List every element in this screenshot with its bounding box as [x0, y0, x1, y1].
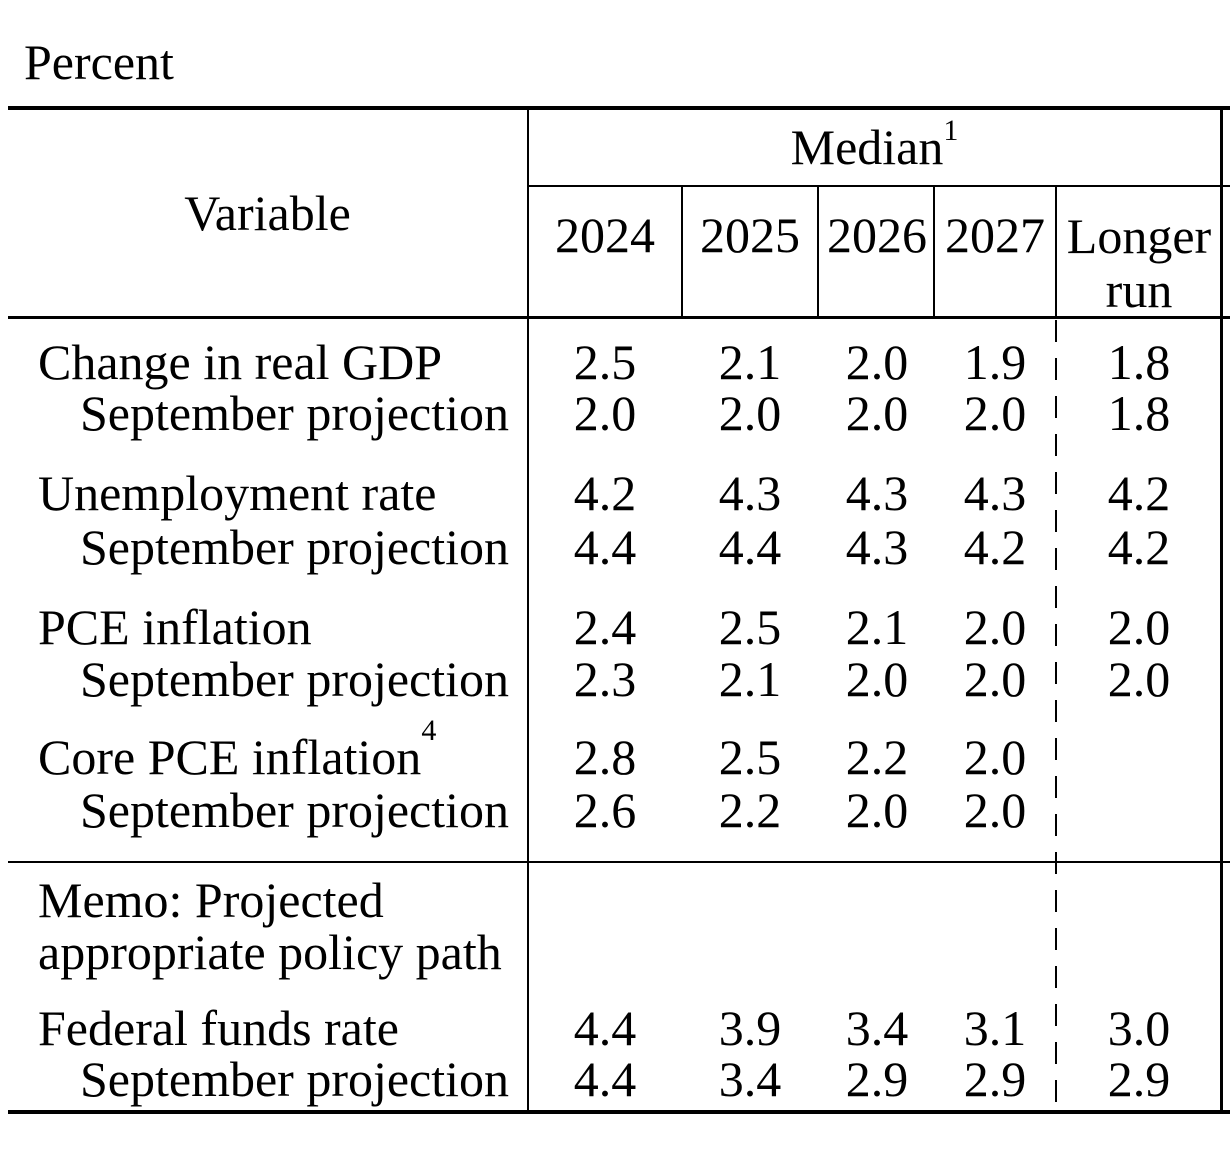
- cell-2024: 2.6: [573, 782, 637, 838]
- row-label: Federal funds rate: [38, 1000, 399, 1056]
- cell-longer-run: 4.2: [1107, 465, 1171, 521]
- table-row-ffr-september: September projection 4.4 3.4 2.9 2.9 2.9: [0, 1053, 1230, 1105]
- bottom-rule: [8, 1110, 1230, 1114]
- cell-2027: 2.0: [963, 599, 1027, 655]
- table-row-gdp-september: September projection 2.0 2.0 2.0 2.0 1.8: [0, 387, 1230, 439]
- cell-2024: 4.2: [573, 465, 637, 521]
- cell-2025: 4.3: [718, 465, 782, 521]
- cell-2026: 4.3: [845, 465, 909, 521]
- table-row-gdp: Change in real GDP 2.5 2.1 2.0 1.9 1.8: [0, 336, 1230, 388]
- cell-2026: 2.0: [845, 385, 909, 441]
- cell-longer-run: 1.8: [1107, 334, 1171, 390]
- cell-2026: 4.3: [845, 519, 909, 575]
- longer-run-dashed-divider: [1055, 320, 1057, 1110]
- top-rule: [8, 106, 1230, 110]
- cell-2025: 3.9: [718, 1000, 782, 1056]
- cell-2024: 4.4: [573, 1000, 637, 1056]
- cell-2024: 2.8: [573, 729, 637, 785]
- column-header-2027: 2027: [945, 207, 1045, 263]
- column-header-longer-run: Longer run: [1058, 209, 1220, 317]
- table-row-pce-september: September projection 2.3 2.1 2.0 2.0 2.0: [0, 653, 1230, 705]
- row-label: September projection: [80, 1051, 510, 1107]
- longer-run-line2: run: [1105, 262, 1173, 318]
- cell-longer-run: 2.0: [1107, 651, 1171, 707]
- row-label: September projection: [80, 782, 510, 838]
- cell-longer-run: 2.9: [1107, 1051, 1171, 1107]
- cell-2027: 2.0: [963, 385, 1027, 441]
- divider-2025-2026: [817, 186, 819, 316]
- units-label: Percent: [24, 34, 174, 90]
- cell-2024: 4.4: [573, 1051, 637, 1107]
- row-label: September projection: [80, 651, 510, 707]
- variable-column-header: Variable: [184, 185, 351, 241]
- cell-2027: 4.2: [963, 519, 1027, 575]
- column-header-2025: 2025: [700, 207, 800, 263]
- table-row-unemployment-september: September projection 4.4 4.4 4.3 4.2 4.2: [0, 521, 1230, 573]
- cell-2027: 3.1: [963, 1000, 1027, 1056]
- variable-column-divider: [527, 106, 529, 1114]
- cell-2026: 2.0: [845, 651, 909, 707]
- memo-heading-line1: Memo: Projected: [38, 872, 384, 928]
- table-row-core-pce-september: September projection 2.6 2.2 2.0 2.0: [0, 784, 1230, 836]
- cell-2025: 2.1: [718, 334, 782, 390]
- row-label-text: Core PCE inflation: [38, 729, 422, 785]
- cell-2026: 2.1: [845, 599, 909, 655]
- cell-2025: 3.4: [718, 1051, 782, 1107]
- column-header-2024: 2024: [555, 207, 655, 263]
- cell-2027: 2.0: [963, 729, 1027, 785]
- table-row-federal-funds-rate: Federal funds rate 4.4 3.9 3.4 3.1 3.0: [0, 1002, 1230, 1054]
- core-pce-footnote-marker: 4: [421, 714, 437, 748]
- cell-2026: 2.0: [845, 782, 909, 838]
- right-edge-divider: [1220, 106, 1223, 1114]
- cell-2027: 1.9: [963, 334, 1027, 390]
- cell-2024: 2.4: [573, 599, 637, 655]
- memo-heading-line2: appropriate policy path: [38, 924, 502, 980]
- column-header-2026: 2026: [827, 207, 927, 263]
- cell-2025: 4.4: [718, 519, 782, 575]
- table-row-pce-inflation: PCE inflation 2.4 2.5 2.1 2.0 2.0: [0, 601, 1230, 653]
- cell-longer-run: 3.0: [1107, 1000, 1171, 1056]
- cell-2026: 2.9: [845, 1051, 909, 1107]
- median-group-header: Median 1: [790, 114, 959, 176]
- divider-2026-2027: [933, 186, 935, 316]
- cell-2026: 3.4: [845, 1000, 909, 1056]
- row-label: Change in real GDP: [38, 334, 443, 390]
- cell-2024: 2.5: [573, 334, 637, 390]
- table-row-unemployment: Unemployment rate 4.2 4.3 4.3 4.3 4.2: [0, 467, 1230, 519]
- longer-run-line1: Longer: [1066, 208, 1212, 264]
- cell-longer-run: 1.8: [1107, 385, 1171, 441]
- header-bottom-rule: [8, 316, 1230, 319]
- cell-2026: 2.0: [845, 334, 909, 390]
- cell-2024: 4.4: [573, 519, 637, 575]
- row-label: PCE inflation: [38, 599, 312, 655]
- cell-longer-run: 2.0: [1107, 599, 1171, 655]
- cell-2025: 2.0: [718, 385, 782, 441]
- divider-2024-2025: [681, 186, 683, 316]
- divider-2027-longerrun-header: [1055, 186, 1057, 316]
- cell-2027: 2.0: [963, 651, 1027, 707]
- cell-2027: 2.9: [963, 1051, 1027, 1107]
- row-label: September projection: [80, 385, 510, 441]
- median-label: Median: [790, 119, 944, 175]
- row-label: September projection: [80, 519, 510, 575]
- cell-2025: 2.5: [718, 729, 782, 785]
- cell-2024: 2.3: [573, 651, 637, 707]
- table-row-core-pce: Core PCE inflation4 2.8 2.5 2.2 2.0: [0, 716, 1230, 785]
- cell-2024: 2.0: [573, 385, 637, 441]
- cell-2026: 2.2: [845, 729, 909, 785]
- memo-separator-rule: [8, 861, 1230, 863]
- cell-2027: 2.0: [963, 782, 1027, 838]
- cell-2025: 2.1: [718, 651, 782, 707]
- cell-2025: 2.2: [718, 782, 782, 838]
- row-label: Unemployment rate: [38, 465, 437, 521]
- median-underline: [527, 185, 1230, 187]
- cell-2025: 2.5: [718, 599, 782, 655]
- cell-longer-run: 4.2: [1107, 519, 1171, 575]
- row-label: Core PCE inflation4: [38, 716, 436, 785]
- cell-2027: 4.3: [963, 465, 1027, 521]
